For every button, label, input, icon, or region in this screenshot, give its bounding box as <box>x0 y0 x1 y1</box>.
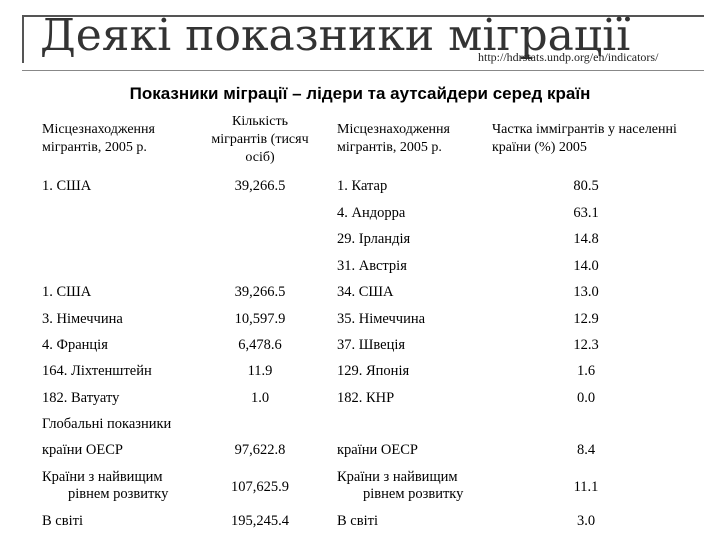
row2-country: 4. Андорра <box>337 205 406 221</box>
row9-country: 182. КНР <box>337 390 395 406</box>
oecd-count: 97,622.8 <box>234 442 286 458</box>
high-dev-count: 107,625.9 <box>231 479 289 495</box>
row1-country: 1. Катар <box>337 178 388 194</box>
row8-location: 164. Ліхтенштейн <box>42 363 152 379</box>
row4-country: 31. Австрія <box>337 258 407 274</box>
header-migrant-count: Кількість мігрантів (тисяч осіб) <box>211 114 309 165</box>
high-dev-share: 11.1 <box>573 479 599 495</box>
source-url: http://hdrstats.undp.org/en/indicators/ <box>478 50 659 64</box>
row7-count: 6,478.6 <box>238 337 282 353</box>
row5-country: 34. США <box>337 284 394 300</box>
world-share: 3.0 <box>576 513 596 529</box>
row9-count: 1.0 <box>250 390 270 406</box>
high-dev-label-line1: Країни з найвищим <box>42 469 163 485</box>
title-underline <box>22 70 704 71</box>
row7-country: 37. Швеція <box>337 337 406 353</box>
high-dev-country-line1: Країни з найвищим <box>337 469 458 485</box>
row8-country: 129. Японія <box>337 363 410 379</box>
row7-location: 4. Франція <box>42 337 108 353</box>
oecd-location: країни ОЕСР <box>42 442 123 458</box>
header-immigrant-share: Частка іммігрантів у населенні країни (%… <box>492 122 677 155</box>
row7-share: 12.3 <box>573 337 599 353</box>
row6-count: 10,597.9 <box>234 311 286 327</box>
row8-count: 11.9 <box>247 363 273 379</box>
row9-location: 182. Ватуату <box>42 390 120 406</box>
world-location: В світі <box>42 513 83 529</box>
top-rule <box>22 15 704 17</box>
global-indicators-label: Глобальні показники <box>42 416 172 432</box>
world-country: В світі <box>337 513 378 529</box>
row6-country: 35. Німеччина <box>337 311 426 327</box>
row3-country: 29. Ірландія <box>337 231 411 247</box>
row6-share: 12.9 <box>573 311 599 327</box>
row2-share: 63.1 <box>573 205 599 221</box>
high-dev-label-line2: рівнем розвитку <box>68 486 169 502</box>
header-location-2: Місцезнаходження мігрантів, 2005 р. <box>337 122 450 155</box>
row1-share: 80.5 <box>573 178 599 194</box>
slide-title: Деякі показники міграції <box>40 10 631 61</box>
high-dev-country-line2: рівнем розвитку <box>363 486 464 502</box>
row1-count: 39,266.5 <box>234 178 286 194</box>
row5-count: 39,266.5 <box>234 284 286 300</box>
world-count: 195,245.4 <box>231 513 289 529</box>
row5-location: 1. США <box>42 284 92 300</box>
row8-share: 1.6 <box>576 363 596 379</box>
oecd-country: країни ОЕСР <box>337 442 418 458</box>
table-title: Показники міграції – лідери та аутсайдер… <box>129 84 591 103</box>
row3-share: 14.8 <box>573 231 599 247</box>
row1-location: 1. США <box>42 178 92 194</box>
left-rule <box>22 15 24 63</box>
oecd-share: 8.4 <box>576 442 596 458</box>
row4-share: 14.0 <box>573 258 599 274</box>
row6-location: 3. Німеччина <box>42 311 123 327</box>
row5-share: 13.0 <box>573 284 599 300</box>
row9-share: 0.0 <box>576 390 596 406</box>
header-location-1: Місцезнаходження мігрантів, 2005 р. <box>42 122 155 155</box>
